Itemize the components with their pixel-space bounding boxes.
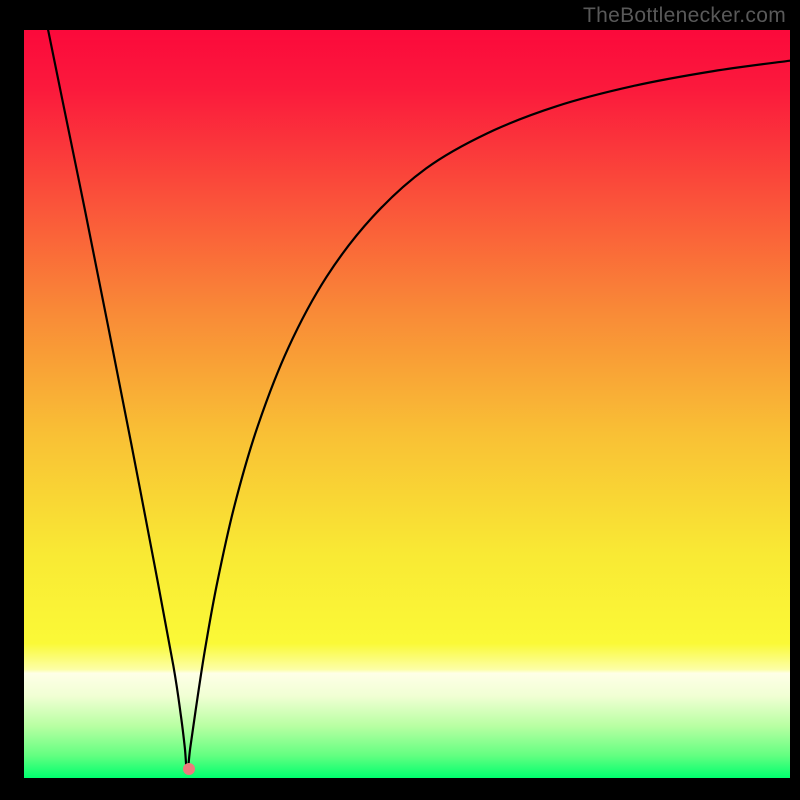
plot-area	[24, 30, 790, 778]
watermark-text: TheBottlenecker.com	[583, 4, 786, 28]
bottleneck-curve	[24, 30, 790, 778]
chart-frame: TheBottlenecker.com	[0, 0, 800, 800]
